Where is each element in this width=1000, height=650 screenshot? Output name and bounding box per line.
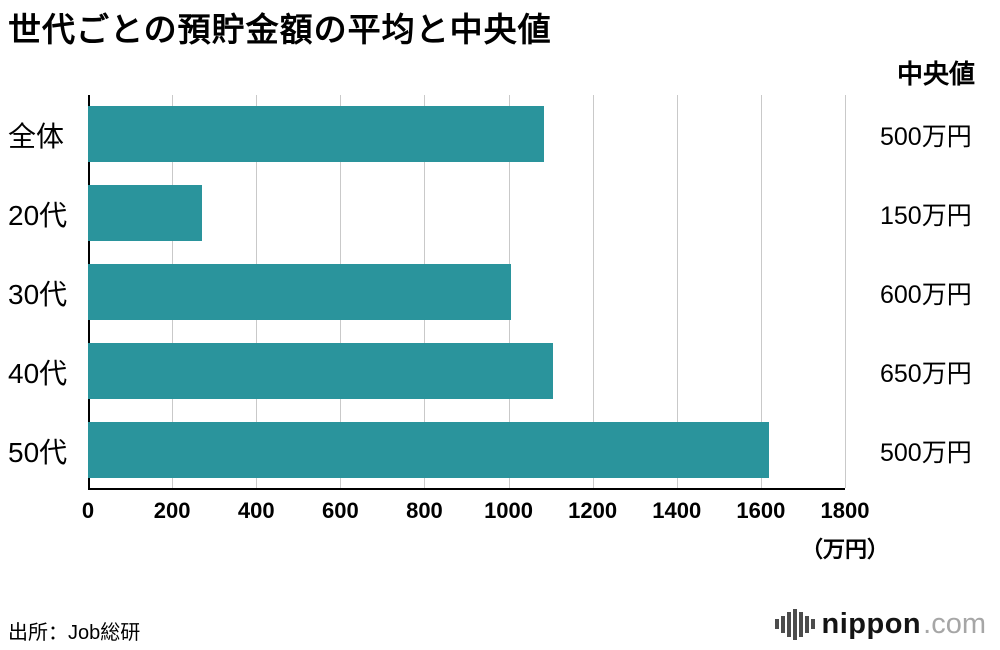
median-values-column: 500万円 150万円 600万円 650万円 500万円 xyxy=(880,95,998,490)
plot-area xyxy=(88,95,846,490)
average-bar xyxy=(88,422,770,478)
bar-row xyxy=(88,411,845,490)
category-label: 50代 xyxy=(8,436,68,468)
x-axis-unit-label: （万円） xyxy=(800,537,890,562)
median-value: 500万円 xyxy=(880,122,972,151)
chart-title: 世代ごとの預貯金額の平均と中央値 xyxy=(8,11,552,48)
category-label: 全体 xyxy=(8,120,65,152)
x-tick-label: 1600 xyxy=(736,498,786,523)
median-column-header: 中央値 xyxy=(897,59,976,89)
x-tick-label: 400 xyxy=(237,498,275,523)
x-tick-label: 200 xyxy=(153,498,191,523)
average-bar xyxy=(88,343,553,399)
gridline xyxy=(845,95,846,488)
gridline xyxy=(676,95,678,488)
bar-row xyxy=(88,332,845,411)
nippon-logo-text: nippon xyxy=(821,607,922,640)
x-tick-label: 1000 xyxy=(484,498,534,523)
bar-row xyxy=(88,95,845,174)
x-tick-label: 0 xyxy=(81,498,95,523)
bar-row xyxy=(88,253,845,332)
x-tick-label: 1200 xyxy=(568,498,618,523)
x-tick-label: 600 xyxy=(321,498,359,523)
source-note: 出所：Job総研 xyxy=(8,622,141,644)
y-axis-labels: 全体 20代 30代 40代 50代 xyxy=(8,95,88,490)
nippon-logo: nippon .com xyxy=(775,604,986,644)
nippon-logo-tld: .com xyxy=(923,607,986,640)
median-value: 650万円 xyxy=(880,359,972,388)
equalizer-bars-icon xyxy=(775,607,815,641)
x-tick-label: 1400 xyxy=(652,498,702,523)
x-tick-label: 800 xyxy=(406,498,443,523)
bar-row xyxy=(88,174,845,253)
median-value: 150万円 xyxy=(880,201,972,230)
category-label: 40代 xyxy=(8,357,68,389)
gridline xyxy=(592,95,594,488)
x-axis-tick-labels: 0 200 400 600 800 1000 1200 1400 1600 1800 xyxy=(82,498,870,524)
average-bar xyxy=(88,264,511,320)
gridline xyxy=(760,95,762,488)
average-bar xyxy=(88,185,202,241)
average-bar xyxy=(88,106,545,162)
x-tick-label: 1800 xyxy=(820,498,870,523)
category-label: 20代 xyxy=(8,199,68,231)
category-label: 30代 xyxy=(8,278,68,310)
median-value: 500万円 xyxy=(880,438,972,467)
median-value: 600万円 xyxy=(880,280,972,309)
